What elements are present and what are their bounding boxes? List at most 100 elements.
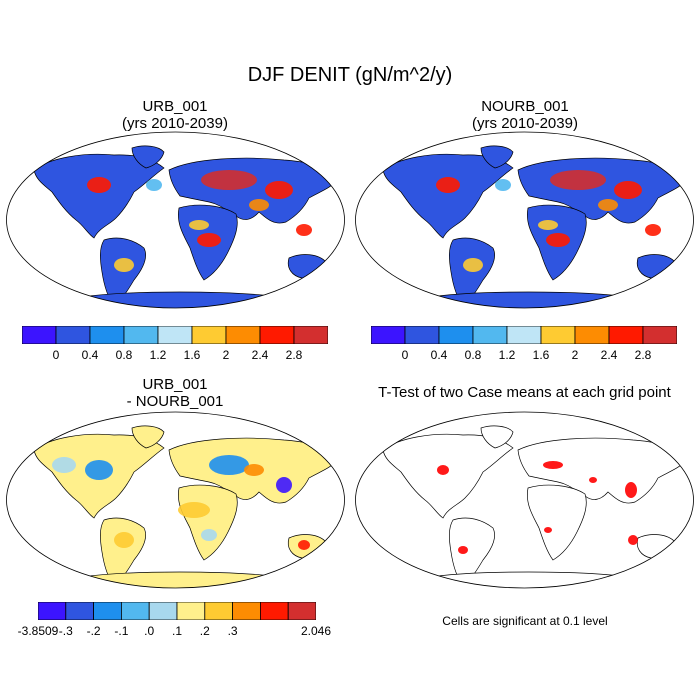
- main-title: DJF DENIT (gN/m^2/y): [247, 64, 453, 86]
- colorbar-swatch: [123, 326, 159, 344]
- colorbar-swatch: [191, 326, 227, 344]
- greenland-landmass: [131, 425, 165, 449]
- panel4-title: T-Test of two Case means at each grid po…: [378, 384, 671, 401]
- colorbar-swatch: [232, 602, 261, 620]
- colorbar-swatch: [438, 326, 474, 344]
- field-patch: [458, 546, 468, 554]
- field-patch: [543, 461, 563, 469]
- antarctica-landmass: [421, 571, 639, 588]
- colorbar-tick-label: 0.8: [464, 348, 482, 362]
- panel1-colorbar: [22, 326, 328, 344]
- field-patch: [178, 502, 210, 518]
- map-border: [6, 411, 345, 589]
- colorbar-tick-label: .3: [227, 624, 238, 638]
- significance-note: Cells are significant at 0.1 level: [442, 614, 608, 628]
- field-patch: [546, 233, 570, 247]
- field-patch: [209, 455, 249, 475]
- australia-landmass: [287, 254, 327, 279]
- map-border: [355, 411, 694, 589]
- panel2-map: [355, 131, 694, 309]
- colorbar-tick-label: 2: [571, 348, 579, 362]
- colorbar-tick-label: -3.8509: [17, 624, 59, 638]
- colorbar-tick-label: 1.2: [498, 348, 516, 362]
- panel1-title-line1: URB_001: [142, 98, 208, 115]
- colorbar-tick-label: 0: [52, 348, 60, 362]
- colorbar-swatch: [176, 602, 206, 620]
- field-patch: [463, 258, 483, 272]
- field-patch: [538, 220, 558, 230]
- colorbar-tick-label: .1: [171, 624, 183, 638]
- field-patch: [495, 179, 511, 191]
- colorbar-swatch: [259, 326, 295, 344]
- colorbar-swatch: [472, 326, 508, 344]
- panel2-colorbar: [371, 326, 677, 344]
- colorbar-tick-label: 0.8: [115, 348, 133, 362]
- colorbar-swatch: [121, 602, 150, 620]
- field-patch: [628, 535, 638, 545]
- field-patch: [589, 477, 597, 483]
- colorbar-swatch: [287, 602, 316, 620]
- colorbar-tick-label: 1.6: [183, 348, 201, 362]
- colorbar-tick-label: 1.6: [532, 348, 550, 362]
- australia-landmass: [636, 534, 676, 559]
- field-patch: [87, 177, 111, 193]
- field-patch: [114, 258, 134, 272]
- panel3-colorbar: [38, 602, 316, 620]
- field-patch: [437, 465, 449, 475]
- colorbar-swatch: [148, 602, 178, 620]
- field-patch: [544, 527, 552, 533]
- field-patch: [197, 233, 221, 247]
- colorbar-tick-label: 0.4: [430, 348, 448, 362]
- africa-landmass: [527, 484, 587, 561]
- europe-asia-landmass: [517, 437, 689, 504]
- panel1-title: URB_001 (yrs 2010-2039): [50, 98, 300, 132]
- colorbar-tick-label: 2.4: [600, 348, 618, 362]
- colorbar-tick-label: .0: [144, 624, 155, 638]
- antarctica-landmass: [72, 291, 290, 308]
- colorbar-swatch: [38, 602, 67, 620]
- colorbar-tick-label: 2.046: [300, 624, 332, 638]
- colorbar-swatch: [574, 326, 610, 344]
- panel2-title: NOURB_001 (yrs 2010-2039): [400, 98, 650, 132]
- colorbar-swatch: [93, 602, 122, 620]
- field-patch: [201, 170, 257, 190]
- colorbar-tick-label: 0: [401, 348, 409, 362]
- colorbar-tick-label: -.2: [86, 624, 101, 638]
- colorbar-swatch: [540, 326, 576, 344]
- field-patch: [201, 529, 217, 541]
- greenland-landmass: [131, 145, 165, 169]
- map-border: [6, 131, 345, 309]
- colorbar-swatch: [371, 326, 406, 344]
- field-patch: [614, 181, 642, 199]
- colorbar-tick-label: 0.4: [81, 348, 99, 362]
- colorbar-swatch: [89, 326, 125, 344]
- colorbar-swatch: [259, 602, 289, 620]
- north-america-landmass: [382, 153, 514, 239]
- colorbar-swatch: [225, 326, 261, 344]
- panel2-title-line1: NOURB_001: [481, 98, 569, 115]
- colorbar-swatch: [608, 326, 644, 344]
- field-patch: [52, 457, 76, 473]
- map-border: [355, 131, 694, 309]
- panel3-map: [6, 411, 345, 589]
- field-patch: [296, 224, 312, 236]
- colorbar-swatch: [506, 326, 542, 344]
- colorbar-tick-label: .2: [199, 624, 210, 638]
- antarctica-landmass: [421, 291, 639, 308]
- colorbar-tick-label: 2.8: [285, 348, 303, 362]
- colorbar-swatch: [642, 326, 677, 344]
- colorbar-swatch: [55, 326, 91, 344]
- colorbar-swatch: [65, 602, 94, 620]
- field-patch: [146, 179, 162, 191]
- north-america-landmass: [382, 433, 514, 519]
- field-patch: [249, 199, 269, 211]
- panel3-title-line1: URB_001: [142, 376, 208, 393]
- field-patch: [114, 532, 134, 548]
- colorbar-swatch: [157, 326, 193, 344]
- field-patch: [550, 170, 606, 190]
- field-patch: [645, 224, 661, 236]
- colorbar-tick-label: 2.4: [251, 348, 269, 362]
- field-patch: [598, 199, 618, 211]
- greenland-landmass: [480, 145, 514, 169]
- panel2-title-line2: (yrs 2010-2039): [472, 115, 578, 132]
